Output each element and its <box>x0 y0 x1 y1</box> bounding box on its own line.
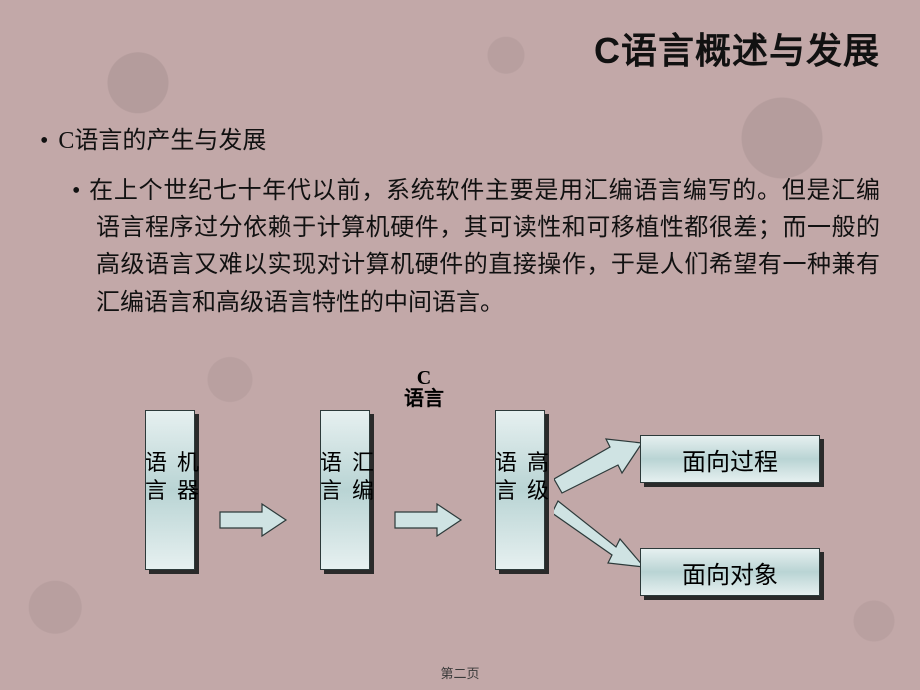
bullet-level1: C语言的产生与发展 <box>40 120 880 155</box>
node-assembly-language: 汇编语言 <box>320 410 370 570</box>
page-footer: 第二页 <box>0 663 920 682</box>
c-label-upper: C <box>417 367 431 389</box>
c-label-lower: 语言 <box>404 388 444 410</box>
content-block: C语言的产生与发展 •在上个世纪七十年代以前，系统软件主要是用汇编语言编写的。但… <box>40 120 880 322</box>
arrow-assembly-to-high <box>393 500 463 540</box>
bullet-level2-text: 在上个世纪七十年代以前，系统软件主要是用汇编语言编写的。但是汇编语言程序过分依赖… <box>88 178 880 316</box>
flow-diagram: C 语言 机器语言 汇编语言 高级语言 <box>0 380 920 660</box>
node-machine-language: 机器语言 <box>145 410 195 570</box>
node-high-level-language-text: 高级语言 <box>488 451 552 530</box>
node-object-oriented-text: 面向对象 <box>682 555 778 590</box>
node-procedural: 面向过程 <box>640 435 820 483</box>
node-object-oriented: 面向对象 <box>640 548 820 596</box>
node-procedural-text: 面向过程 <box>682 442 778 477</box>
node-assembly-language-text: 汇编语言 <box>313 451 377 530</box>
node-high-level-language: 高级语言 <box>495 410 545 570</box>
arrow-high-to-procedural <box>554 435 644 495</box>
bullet-level2: •在上个世纪七十年代以前，系统软件主要是用汇编语言编写的。但是汇编语言程序过分依… <box>96 173 880 322</box>
slide: C语言概述与发展 C语言的产生与发展 •在上个世纪七十年代以前，系统软件主要是用… <box>0 0 920 690</box>
c-language-label: C 语言 <box>404 368 444 410</box>
arrow-high-to-object <box>554 495 644 575</box>
slide-title: C语言概述与发展 <box>594 22 880 74</box>
node-machine-language-text: 机器语言 <box>138 451 202 530</box>
arrow-machine-to-assembly <box>218 500 288 540</box>
bullet-dot: • <box>72 178 80 204</box>
